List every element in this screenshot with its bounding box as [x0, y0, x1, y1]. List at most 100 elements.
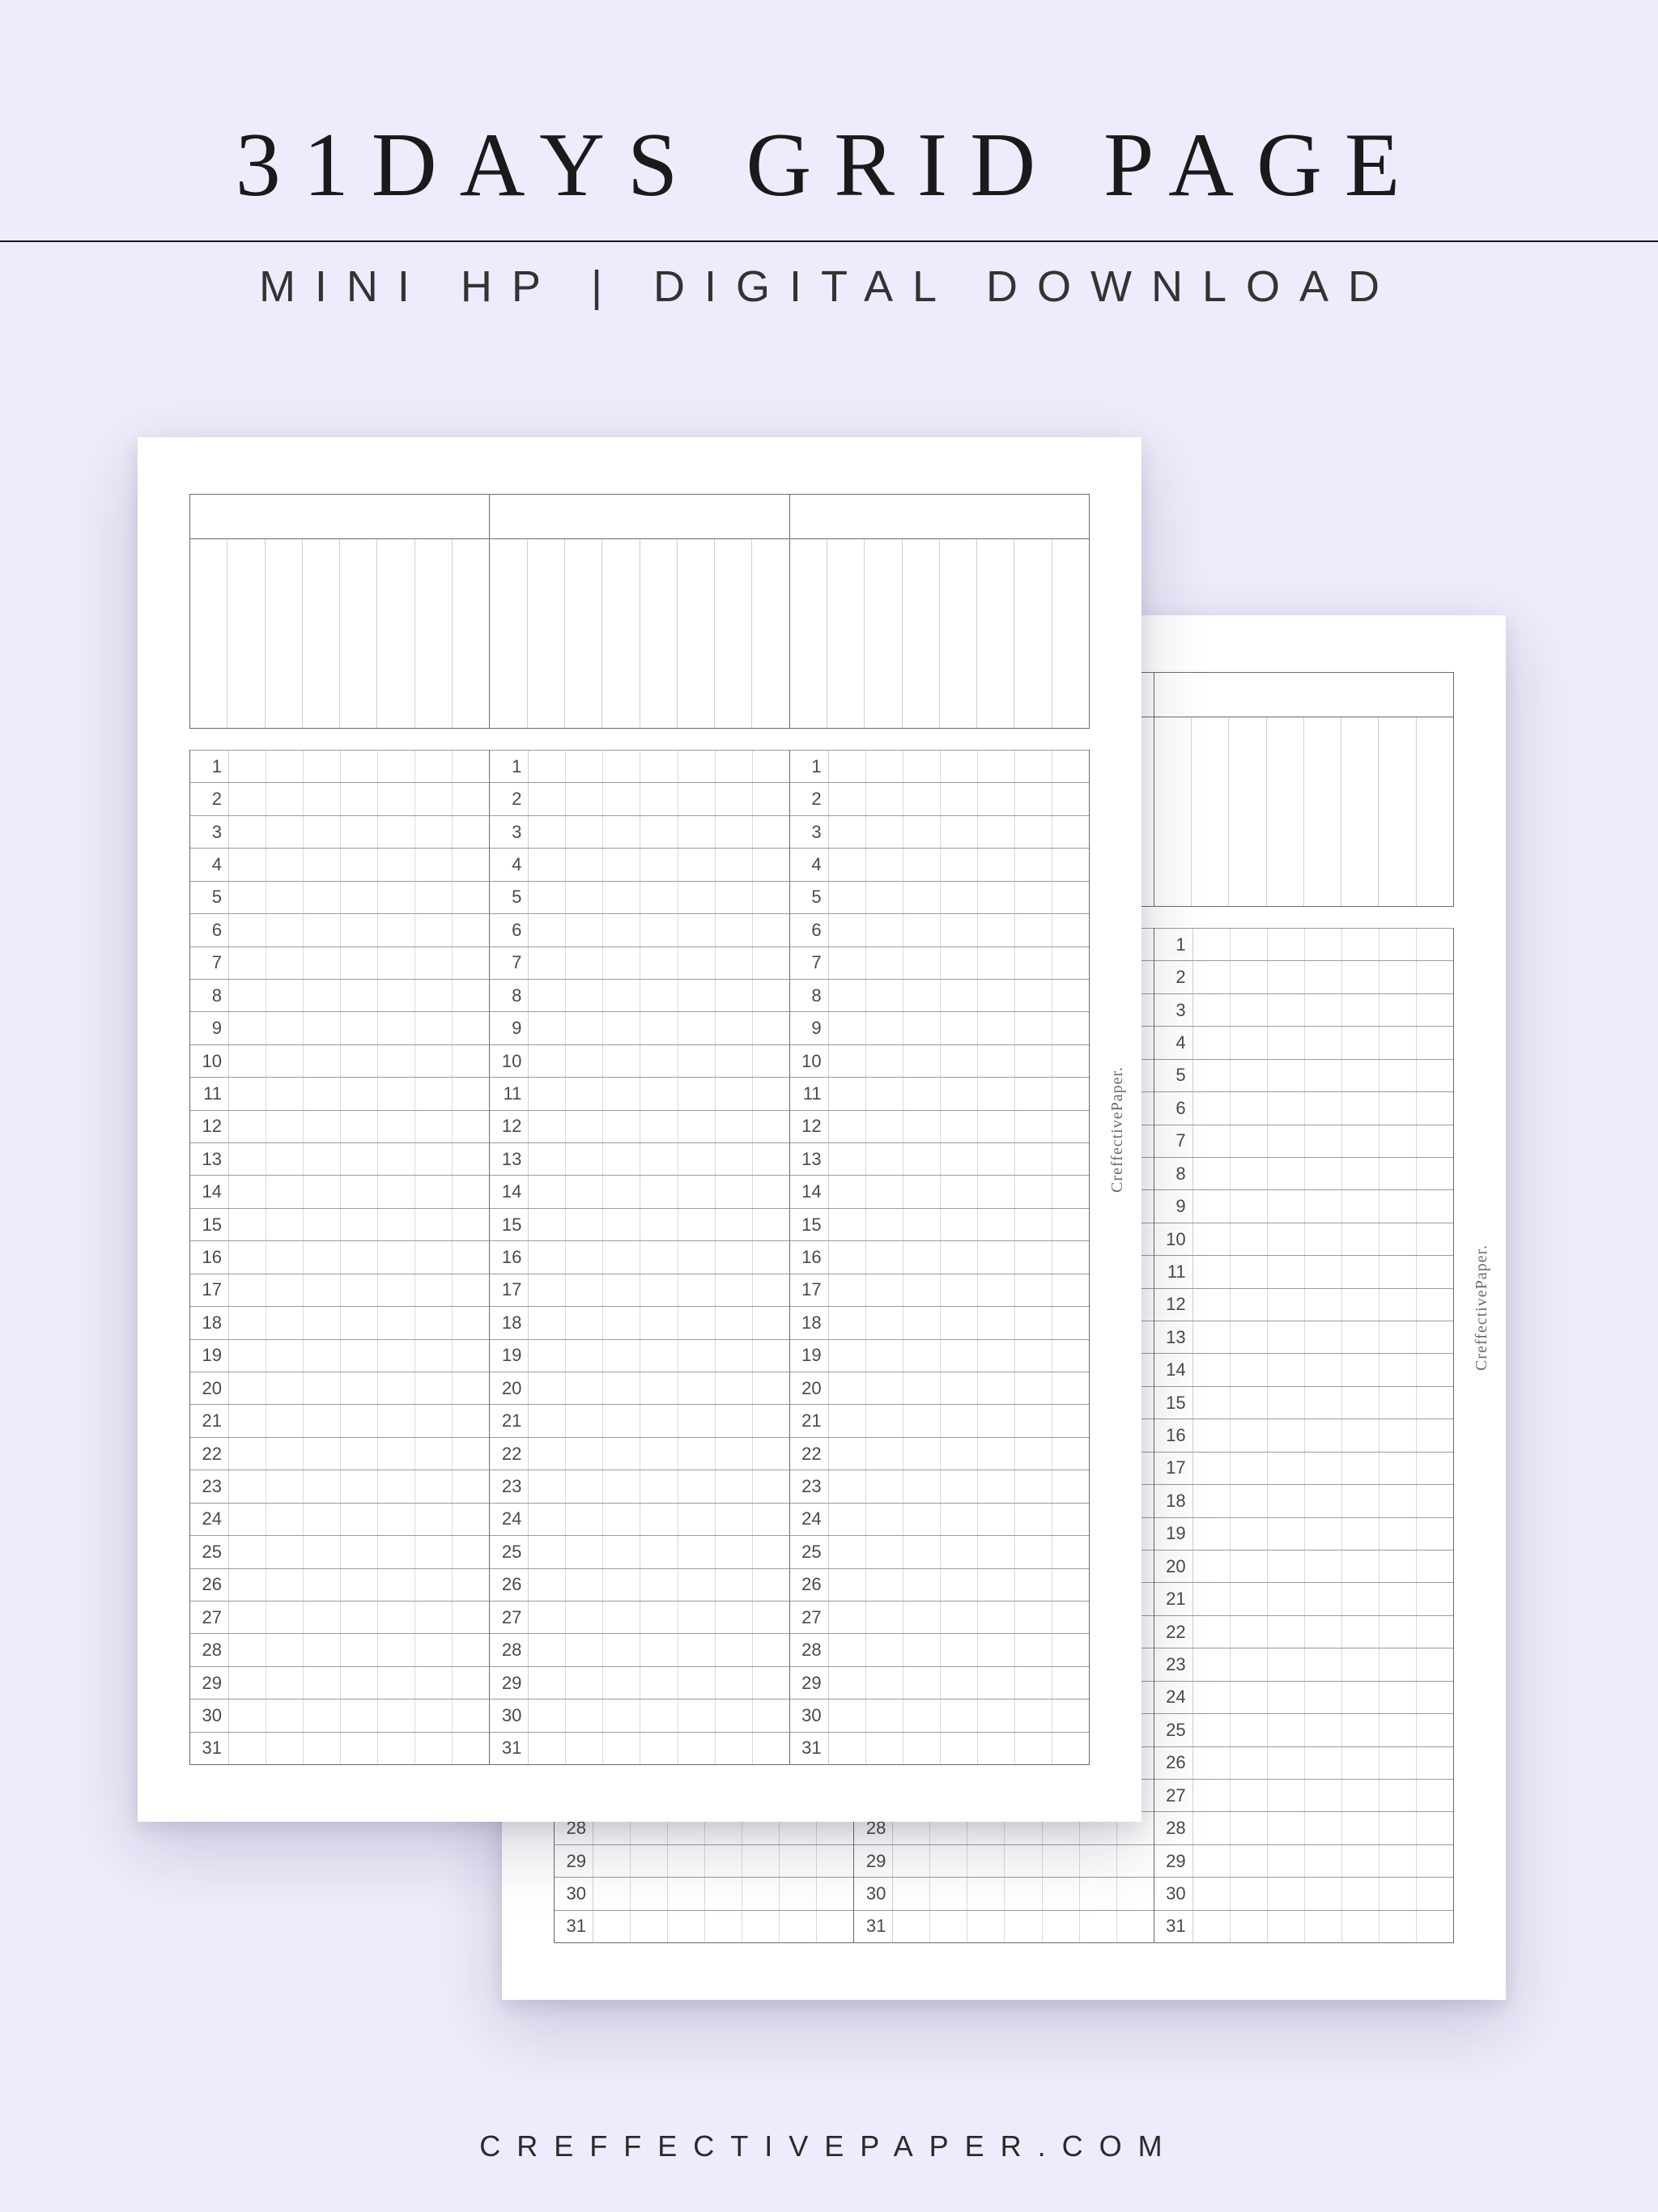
day-cells — [1193, 1158, 1453, 1189]
grid-subcell — [603, 1536, 640, 1568]
grid-subcell — [903, 1176, 941, 1207]
day-row: 11 — [1154, 1255, 1453, 1287]
grid-subcell — [1231, 994, 1268, 1026]
grid-subcell — [678, 751, 716, 782]
grid-subcell — [341, 1111, 378, 1142]
grid-subcell — [529, 1699, 566, 1731]
grid-subcell — [378, 783, 415, 815]
grid-subcell — [603, 947, 640, 979]
grid-subcell — [978, 1274, 1015, 1306]
day-row: 21 — [490, 1404, 789, 1436]
day-number-label: 29 — [854, 1845, 893, 1877]
grid-subcell — [1305, 1518, 1342, 1550]
day-number-label: 31 — [854, 1911, 893, 1942]
day-number-label: 29 — [190, 1667, 229, 1699]
day-cells — [529, 783, 789, 815]
day-row: 23 — [190, 1470, 489, 1502]
day-cells — [229, 849, 489, 880]
grid-subcell — [941, 914, 978, 946]
grid-subcell — [603, 1274, 640, 1306]
day-row: 11 — [490, 1077, 789, 1109]
grid-subcell — [978, 1733, 1015, 1764]
day-cells — [829, 1176, 1089, 1207]
day-number-label: 7 — [1154, 1125, 1193, 1157]
grid-subcell — [780, 1845, 817, 1877]
day-cells — [829, 1504, 1089, 1535]
day-cells — [1193, 1027, 1453, 1058]
grid-subcell — [304, 1504, 341, 1535]
grid-subcell — [1380, 1027, 1417, 1058]
grid-subcell — [1015, 1307, 1052, 1338]
day-cells — [529, 1372, 789, 1404]
day-row: 18 — [790, 1306, 1089, 1338]
grid-subcell — [941, 751, 978, 782]
grid-subcell — [266, 751, 304, 782]
grid-subcell — [1268, 1354, 1305, 1385]
grid-subcell — [566, 1504, 603, 1535]
grid-subcell — [1015, 1438, 1052, 1470]
grid-subcell — [678, 1405, 716, 1436]
day-number-label: 11 — [1154, 1256, 1193, 1287]
day-row: 31 — [190, 1732, 489, 1764]
day-number-label: 3 — [190, 816, 229, 848]
grid-subcell — [640, 816, 678, 848]
grid-subcell — [978, 882, 1015, 913]
grid-subcell — [266, 816, 304, 848]
day-row: 7 — [790, 946, 1089, 979]
grid-subcell — [341, 783, 378, 815]
grid-subcell — [415, 1699, 453, 1731]
grid-subcell — [668, 1911, 705, 1942]
grid-subcell — [716, 783, 753, 815]
grid-subcell — [341, 1536, 378, 1568]
grid-subcell — [453, 1634, 489, 1665]
grid-subcell — [1193, 1223, 1231, 1255]
grid-subcell — [378, 1012, 415, 1044]
day-cells — [829, 1143, 1089, 1175]
grid-subcell — [1380, 1583, 1417, 1614]
grid-subcell — [415, 1634, 453, 1665]
day-number-label: 9 — [490, 1012, 529, 1044]
day-cells — [1193, 1878, 1453, 1909]
day-row: 11 — [790, 1077, 1089, 1109]
grid-subcell — [978, 1111, 1015, 1142]
grid-subcell — [378, 1536, 415, 1568]
day-row: 28 — [1154, 1811, 1453, 1844]
grid-subcell — [829, 882, 866, 913]
grid-subcell — [266, 1470, 304, 1502]
footer-text: CREFFECTIVEPAPER.COM — [0, 2129, 1658, 2163]
day-cells — [529, 1602, 789, 1633]
day-number-label: 8 — [1154, 1158, 1193, 1189]
grid-subcell — [1015, 1143, 1052, 1175]
day-row: 26 — [790, 1568, 1089, 1601]
day-row: 30 — [790, 1699, 1089, 1731]
grid-subcell — [415, 1274, 453, 1306]
grid-subcell — [415, 1405, 453, 1436]
grid-subcell — [1305, 1780, 1342, 1811]
day-row: 10 — [1154, 1223, 1453, 1255]
grid-subcell — [415, 914, 453, 946]
grid-subcell — [566, 1438, 603, 1470]
grid-subcell — [678, 1111, 716, 1142]
day-number-label: 9 — [190, 1012, 229, 1044]
grid-subcell — [341, 1340, 378, 1372]
grid-subcell — [378, 1405, 415, 1436]
grid-subcell — [453, 1405, 489, 1436]
grid-subcell — [753, 1536, 789, 1568]
day-row: 28 — [190, 1633, 489, 1665]
grid-subcell — [678, 816, 716, 848]
grid-subcell — [903, 1569, 941, 1601]
grid-subcell — [1417, 1682, 1453, 1713]
day-number-label: 21 — [790, 1405, 829, 1436]
grid-subcell — [829, 947, 866, 979]
grid-subcell — [1380, 1485, 1417, 1516]
grid-subcell — [1268, 1485, 1305, 1516]
grid-subcell — [266, 1569, 304, 1601]
grid-subcell — [1380, 1092, 1417, 1124]
grid-subcell — [893, 1911, 930, 1942]
grid-subcell — [716, 1209, 753, 1240]
grid-subcell — [603, 914, 640, 946]
day-number-label: 15 — [190, 1209, 229, 1240]
grid-subcell — [1052, 1012, 1089, 1044]
grid-subcell — [1192, 717, 1229, 906]
grid-subcell — [229, 1045, 266, 1077]
